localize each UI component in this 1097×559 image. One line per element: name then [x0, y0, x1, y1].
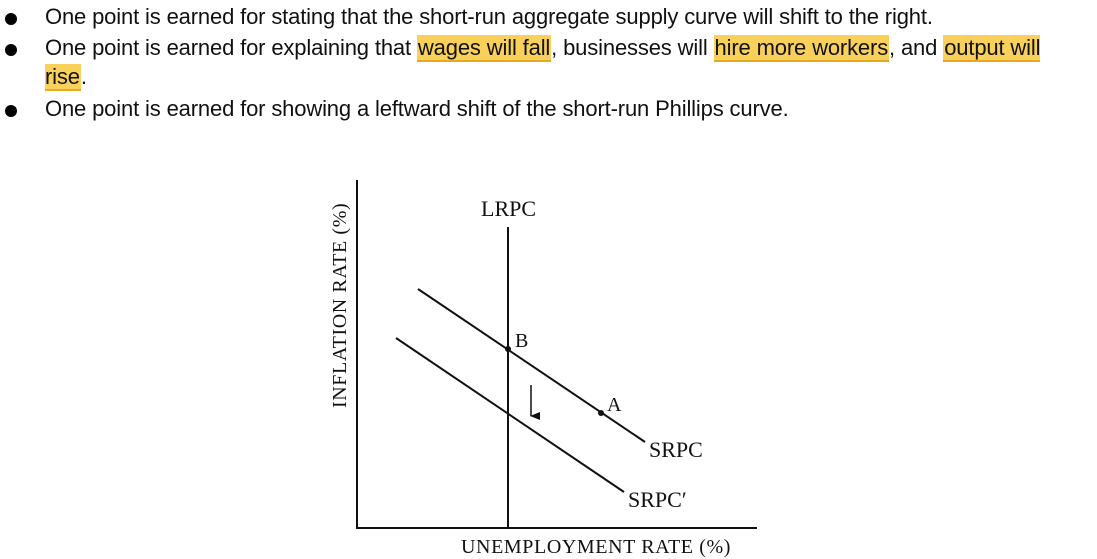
bullet-text: One point is earned for explaining that …: [45, 33, 1085, 91]
srpc-shifted-label: SRPC′: [628, 487, 687, 512]
y-axis-label: INFLATION RATE (%): [329, 203, 351, 408]
srpc-line: [417, 288, 646, 443]
point-a-label: A: [607, 394, 622, 416]
highlighted-phrase: hire more workers: [713, 35, 890, 62]
bullet-dot-icon: [5, 13, 17, 25]
bullet-dot-icon: [5, 105, 17, 117]
srpc-shifted-line: [395, 337, 625, 493]
text-segment: , businesses will: [551, 35, 714, 60]
srpc-label: SRPC: [649, 437, 703, 462]
point-b-dot: [505, 346, 511, 352]
point-b-label: B: [515, 330, 528, 352]
bullet-text: One point is earned for stating that the…: [45, 2, 1085, 31]
bullet-dot-icon: [5, 44, 17, 56]
x-axis-label: UNEMPLOYMENT RATE (%): [461, 536, 731, 558]
highlighted-phrase: wages will fall: [416, 35, 552, 62]
lrpc-label: LRPC: [481, 196, 536, 221]
text-segment: One point is earned for explaining that: [45, 35, 417, 60]
text-segment: One point is earned for stating that the…: [45, 4, 933, 29]
text-segment: One point is earned for showing a leftwa…: [45, 96, 789, 121]
bullet-text: One point is earned for showing a leftwa…: [45, 94, 1085, 123]
text-segment: , and: [889, 35, 944, 60]
text-segment: .: [80, 64, 87, 89]
point-a-dot: [598, 410, 604, 416]
